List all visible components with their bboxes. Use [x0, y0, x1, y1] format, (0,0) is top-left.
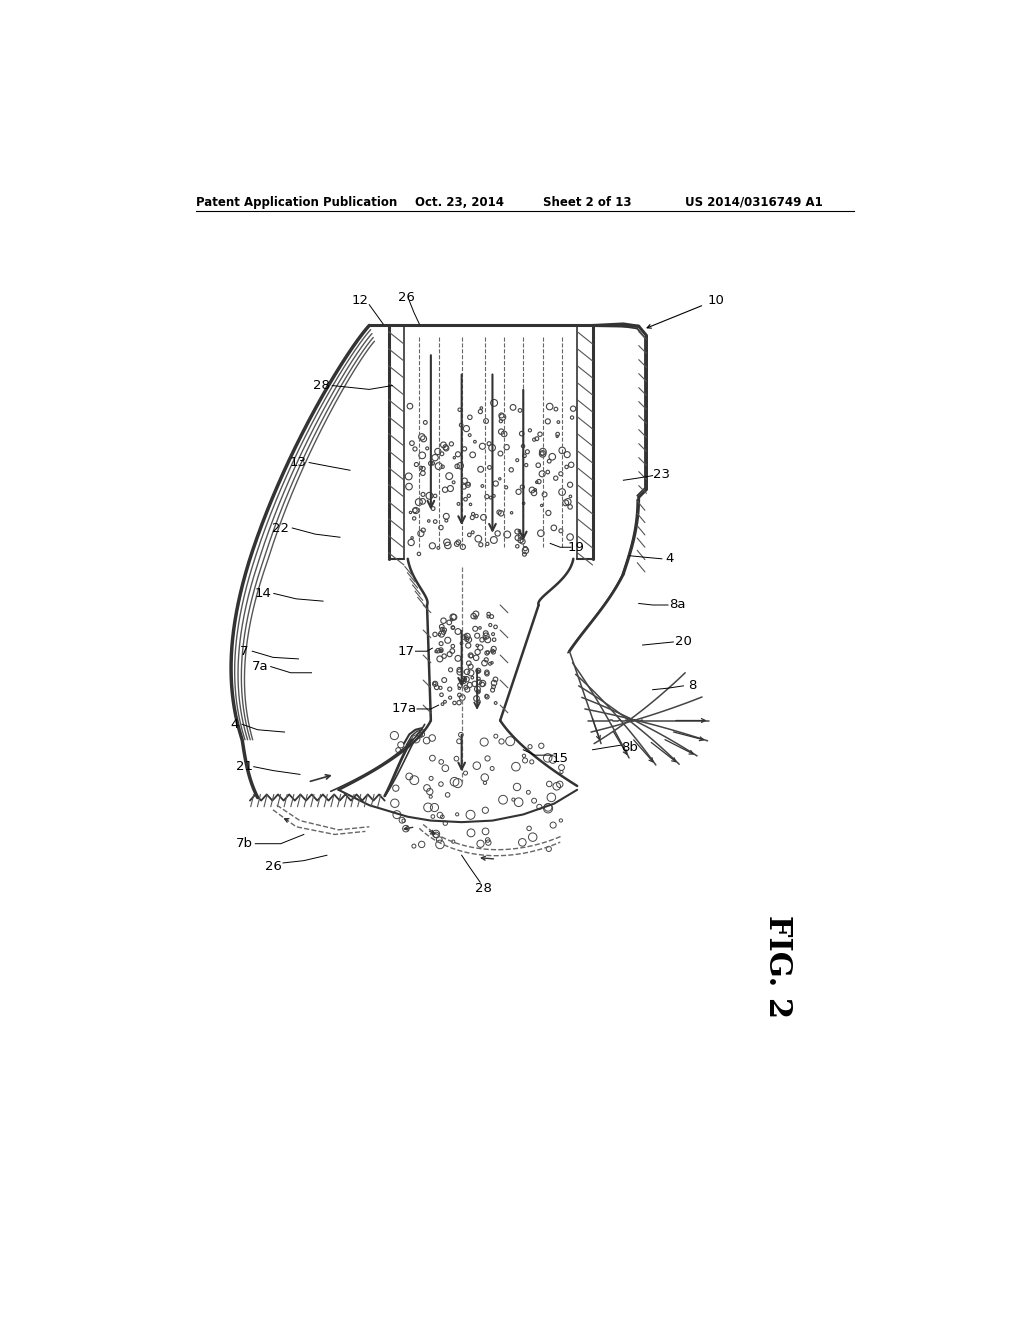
- Text: 8a: 8a: [669, 598, 685, 611]
- Text: 20: 20: [675, 635, 692, 648]
- Text: 7b: 7b: [236, 837, 253, 850]
- Text: Patent Application Publication: Patent Application Publication: [196, 195, 397, 209]
- Text: Oct. 23, 2014: Oct. 23, 2014: [416, 195, 505, 209]
- Text: 4: 4: [230, 718, 239, 731]
- Text: 8: 8: [688, 680, 697, 693]
- Text: Sheet 2 of 13: Sheet 2 of 13: [543, 195, 631, 209]
- Text: 7: 7: [241, 644, 249, 657]
- Text: 8b: 8b: [622, 741, 638, 754]
- Text: 17a: 17a: [391, 702, 417, 715]
- Text: 28: 28: [475, 882, 492, 895]
- Text: 7a: 7a: [252, 660, 268, 673]
- Text: 4: 4: [666, 552, 674, 565]
- Text: 10: 10: [708, 294, 724, 308]
- Text: 28: 28: [313, 379, 330, 392]
- Text: FIG. 2: FIG. 2: [762, 915, 793, 1019]
- Text: 19: 19: [567, 541, 584, 554]
- Text: 12: 12: [351, 294, 369, 308]
- Text: 26: 26: [264, 861, 282, 874]
- Text: 14: 14: [255, 587, 271, 601]
- Text: 17: 17: [397, 644, 415, 657]
- Text: 21: 21: [236, 760, 253, 774]
- Text: 23: 23: [653, 467, 671, 480]
- Text: 13: 13: [290, 455, 307, 469]
- Text: 26: 26: [397, 290, 415, 304]
- Text: US 2014/0316749 A1: US 2014/0316749 A1: [685, 195, 822, 209]
- Text: 22: 22: [272, 521, 289, 535]
- Text: 15: 15: [552, 752, 568, 766]
